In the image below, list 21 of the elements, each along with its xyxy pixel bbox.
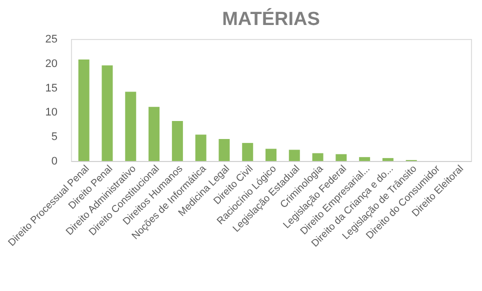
bar (312, 153, 324, 161)
bar (148, 106, 160, 161)
y-tick-label: 20 (45, 58, 58, 70)
bar (266, 148, 276, 161)
bar (102, 65, 113, 161)
y-tick-label: 15 (45, 82, 58, 94)
bar (359, 157, 370, 161)
bar (172, 120, 183, 161)
bar (288, 150, 300, 161)
y-tick-label: 25 (45, 34, 58, 46)
chart-title: MATÉRIAS (222, 8, 320, 30)
bar (195, 134, 206, 161)
bar (125, 92, 136, 161)
bar (242, 142, 254, 161)
y-tick-label: 5 (51, 131, 58, 144)
bar (218, 139, 230, 161)
bar (382, 158, 394, 161)
y-tick-label: 0 (51, 156, 58, 168)
bar (78, 59, 90, 161)
y-tick-label: 10 (45, 106, 58, 119)
bar (336, 154, 347, 161)
